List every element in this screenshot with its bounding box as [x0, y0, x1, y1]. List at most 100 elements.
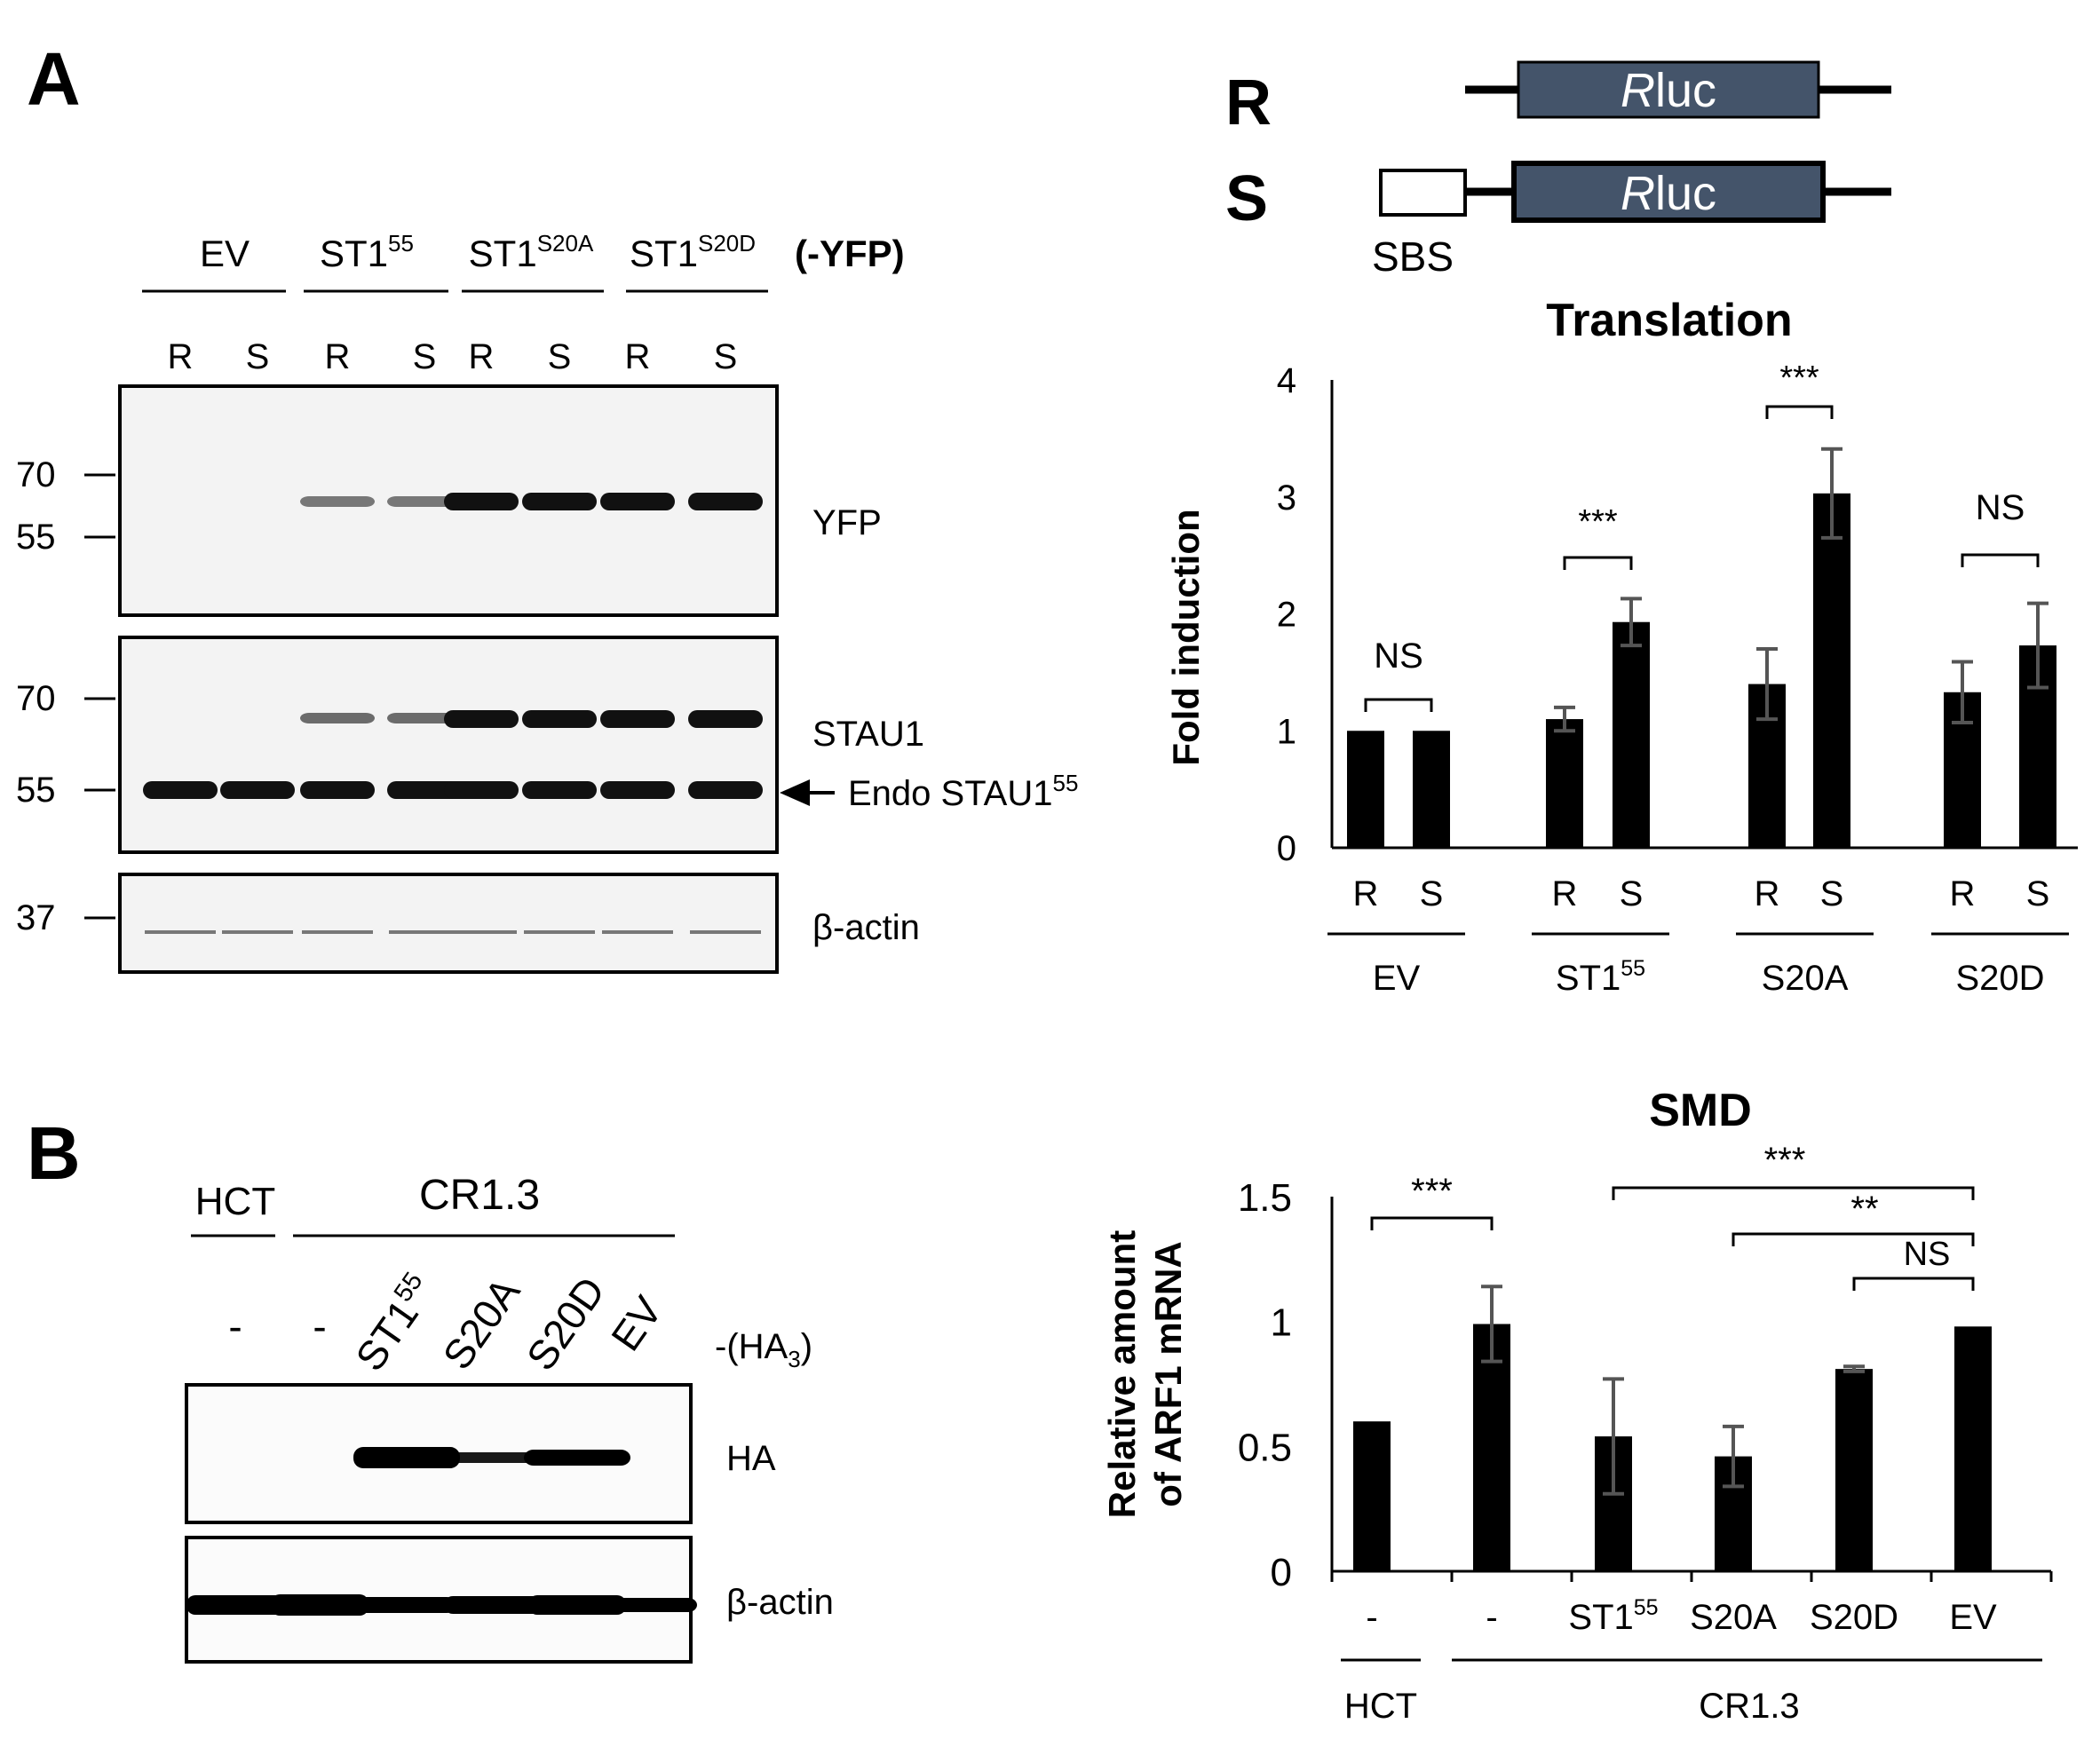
panel-b-cr: CR1.3 [419, 1172, 540, 1219]
yfp-bands [300, 493, 763, 510]
translation-xtick: R [1552, 874, 1578, 913]
smd-xtick: EV [1949, 1598, 1997, 1637]
ha-band [440, 1452, 546, 1463]
construct-r-rluc-box [1517, 60, 1820, 119]
smd-ytick: 0.5 [1238, 1426, 1292, 1469]
translation-bar [1546, 719, 1583, 848]
actin-a-band [389, 930, 460, 934]
translation-ytick: 2 [1277, 596, 1296, 635]
translation-chart: Translation Fold induction 0 1 2 3 4 R S R S R S R S… [1165, 295, 2078, 998]
panel-a-label: A [27, 37, 81, 121]
actin-b-band [599, 1598, 697, 1612]
actin-a-band [222, 930, 293, 934]
ha-label: HA [726, 1439, 776, 1478]
construct-sbs-box [1379, 169, 1467, 217]
actin-b-bands [186, 1594, 697, 1616]
translation-xtick: S [1820, 874, 1844, 913]
smd-sig-bracket [1852, 1277, 1975, 1291]
translation-ytick: 4 [1277, 361, 1296, 400]
smd-bar [1835, 1369, 1873, 1571]
actin-a-bands [145, 930, 761, 934]
translation-group-label: S20D [1955, 959, 2044, 998]
panel-a-group-2: ST1S20A [469, 230, 594, 274]
yfp-band [300, 496, 375, 507]
smd-bar [1954, 1326, 1992, 1571]
smd-group-hct: HCT [1344, 1687, 1417, 1726]
smd-sig-bracket [1612, 1186, 1975, 1200]
translation-sig-label: *** [1779, 360, 1819, 397]
translation-sig-bracket [1961, 553, 2040, 567]
smd-sig-bracket [1732, 1232, 1975, 1246]
yfp-band [387, 496, 462, 507]
translation-ytick: 1 [1277, 712, 1296, 751]
actin-marker-37: 37 [16, 898, 56, 937]
actin-a-band [446, 930, 517, 934]
smd-ylabel-line1: Relative amount [1101, 1230, 1143, 1518]
endo-stau1-band [600, 781, 675, 799]
construct-s-rluc-box [1511, 161, 1826, 223]
translation-group-label: ST155 [1556, 956, 1645, 998]
stau1-band [444, 710, 519, 728]
construct-r-rluc-text: Rluc [1621, 64, 1716, 117]
stau1-band [387, 713, 462, 723]
translation-sig-label: NS [1976, 488, 2025, 527]
construct-s-rluc-text: Rluc [1621, 167, 1716, 220]
panel-a-lane-5: S [548, 337, 572, 376]
panel-a-lane-6: R [625, 337, 651, 376]
translation-sig-bracket [1364, 698, 1433, 712]
panel-a-lane-7: S [714, 337, 738, 376]
translation-xtick: S [1620, 874, 1644, 913]
panel-b-lane-1: - [313, 1303, 326, 1349]
actin-a-band [302, 930, 373, 934]
translation-sig-label: *** [1578, 503, 1618, 541]
translation-group-label: S20A [1762, 959, 1849, 998]
endo-stau1-band [444, 781, 519, 799]
smd-chart: SMD Relative amount of ARF1 mRNA 0 0.5 1 1.… [1101, 1085, 2053, 1726]
panel-b-lane-4: S20D [518, 1269, 614, 1379]
translation-bar [1813, 493, 1850, 848]
smd-sig-bracket [1370, 1216, 1494, 1230]
panel-b-tag: -(HA3) [715, 1327, 812, 1372]
translation-xtick: S [1420, 874, 1444, 913]
smd-ytick: 1 [1271, 1301, 1292, 1345]
actin-b-band [186, 1595, 284, 1615]
construct-s-label: S [1225, 163, 1268, 234]
yfp-band [600, 493, 675, 510]
stau1-bands [143, 710, 763, 799]
translation-group-label: EV [1373, 959, 1421, 998]
actin-b-band [271, 1594, 368, 1616]
translation-ytick: 3 [1277, 478, 1296, 518]
endo-stau1-band [688, 781, 763, 799]
translation-sig-bracket [1563, 556, 1633, 570]
yfp-marker-55: 55 [16, 518, 56, 557]
translation-bar [1413, 731, 1450, 848]
actin-a-band [524, 930, 595, 934]
endo-stau1-band [143, 781, 218, 799]
stau-marker-70: 70 [16, 679, 56, 718]
stau1-band [600, 710, 675, 728]
ha-band [353, 1447, 460, 1468]
actin-a-label: β-actin [812, 908, 920, 947]
yfp-band [444, 493, 519, 510]
smd-ytick: 1.5 [1238, 1176, 1292, 1220]
endo-stau1-band [220, 781, 295, 799]
translation-bar [1347, 731, 1384, 848]
smd-xtick: S20A [1690, 1598, 1777, 1637]
yfp-label: YFP [812, 503, 882, 542]
endo-stau1-band [522, 781, 597, 799]
yfp-marker-70: 70 [16, 455, 56, 494]
blot-actin-a [118, 873, 779, 974]
panel-a-lane-2: R [325, 337, 351, 376]
endo-stau1-band [387, 781, 462, 799]
blot-stau1 [118, 636, 779, 854]
yfp-band [688, 493, 763, 510]
construct-sbs-label: SBS [1372, 233, 1454, 280]
translation-ytick: 0 [1277, 829, 1296, 868]
smd-title: SMD [1649, 1085, 1752, 1136]
translation-xtick: R [1950, 874, 1976, 913]
actin-a-band [145, 930, 216, 934]
smd-xtick: - [1366, 1598, 1377, 1637]
ha-bands [353, 1447, 630, 1468]
